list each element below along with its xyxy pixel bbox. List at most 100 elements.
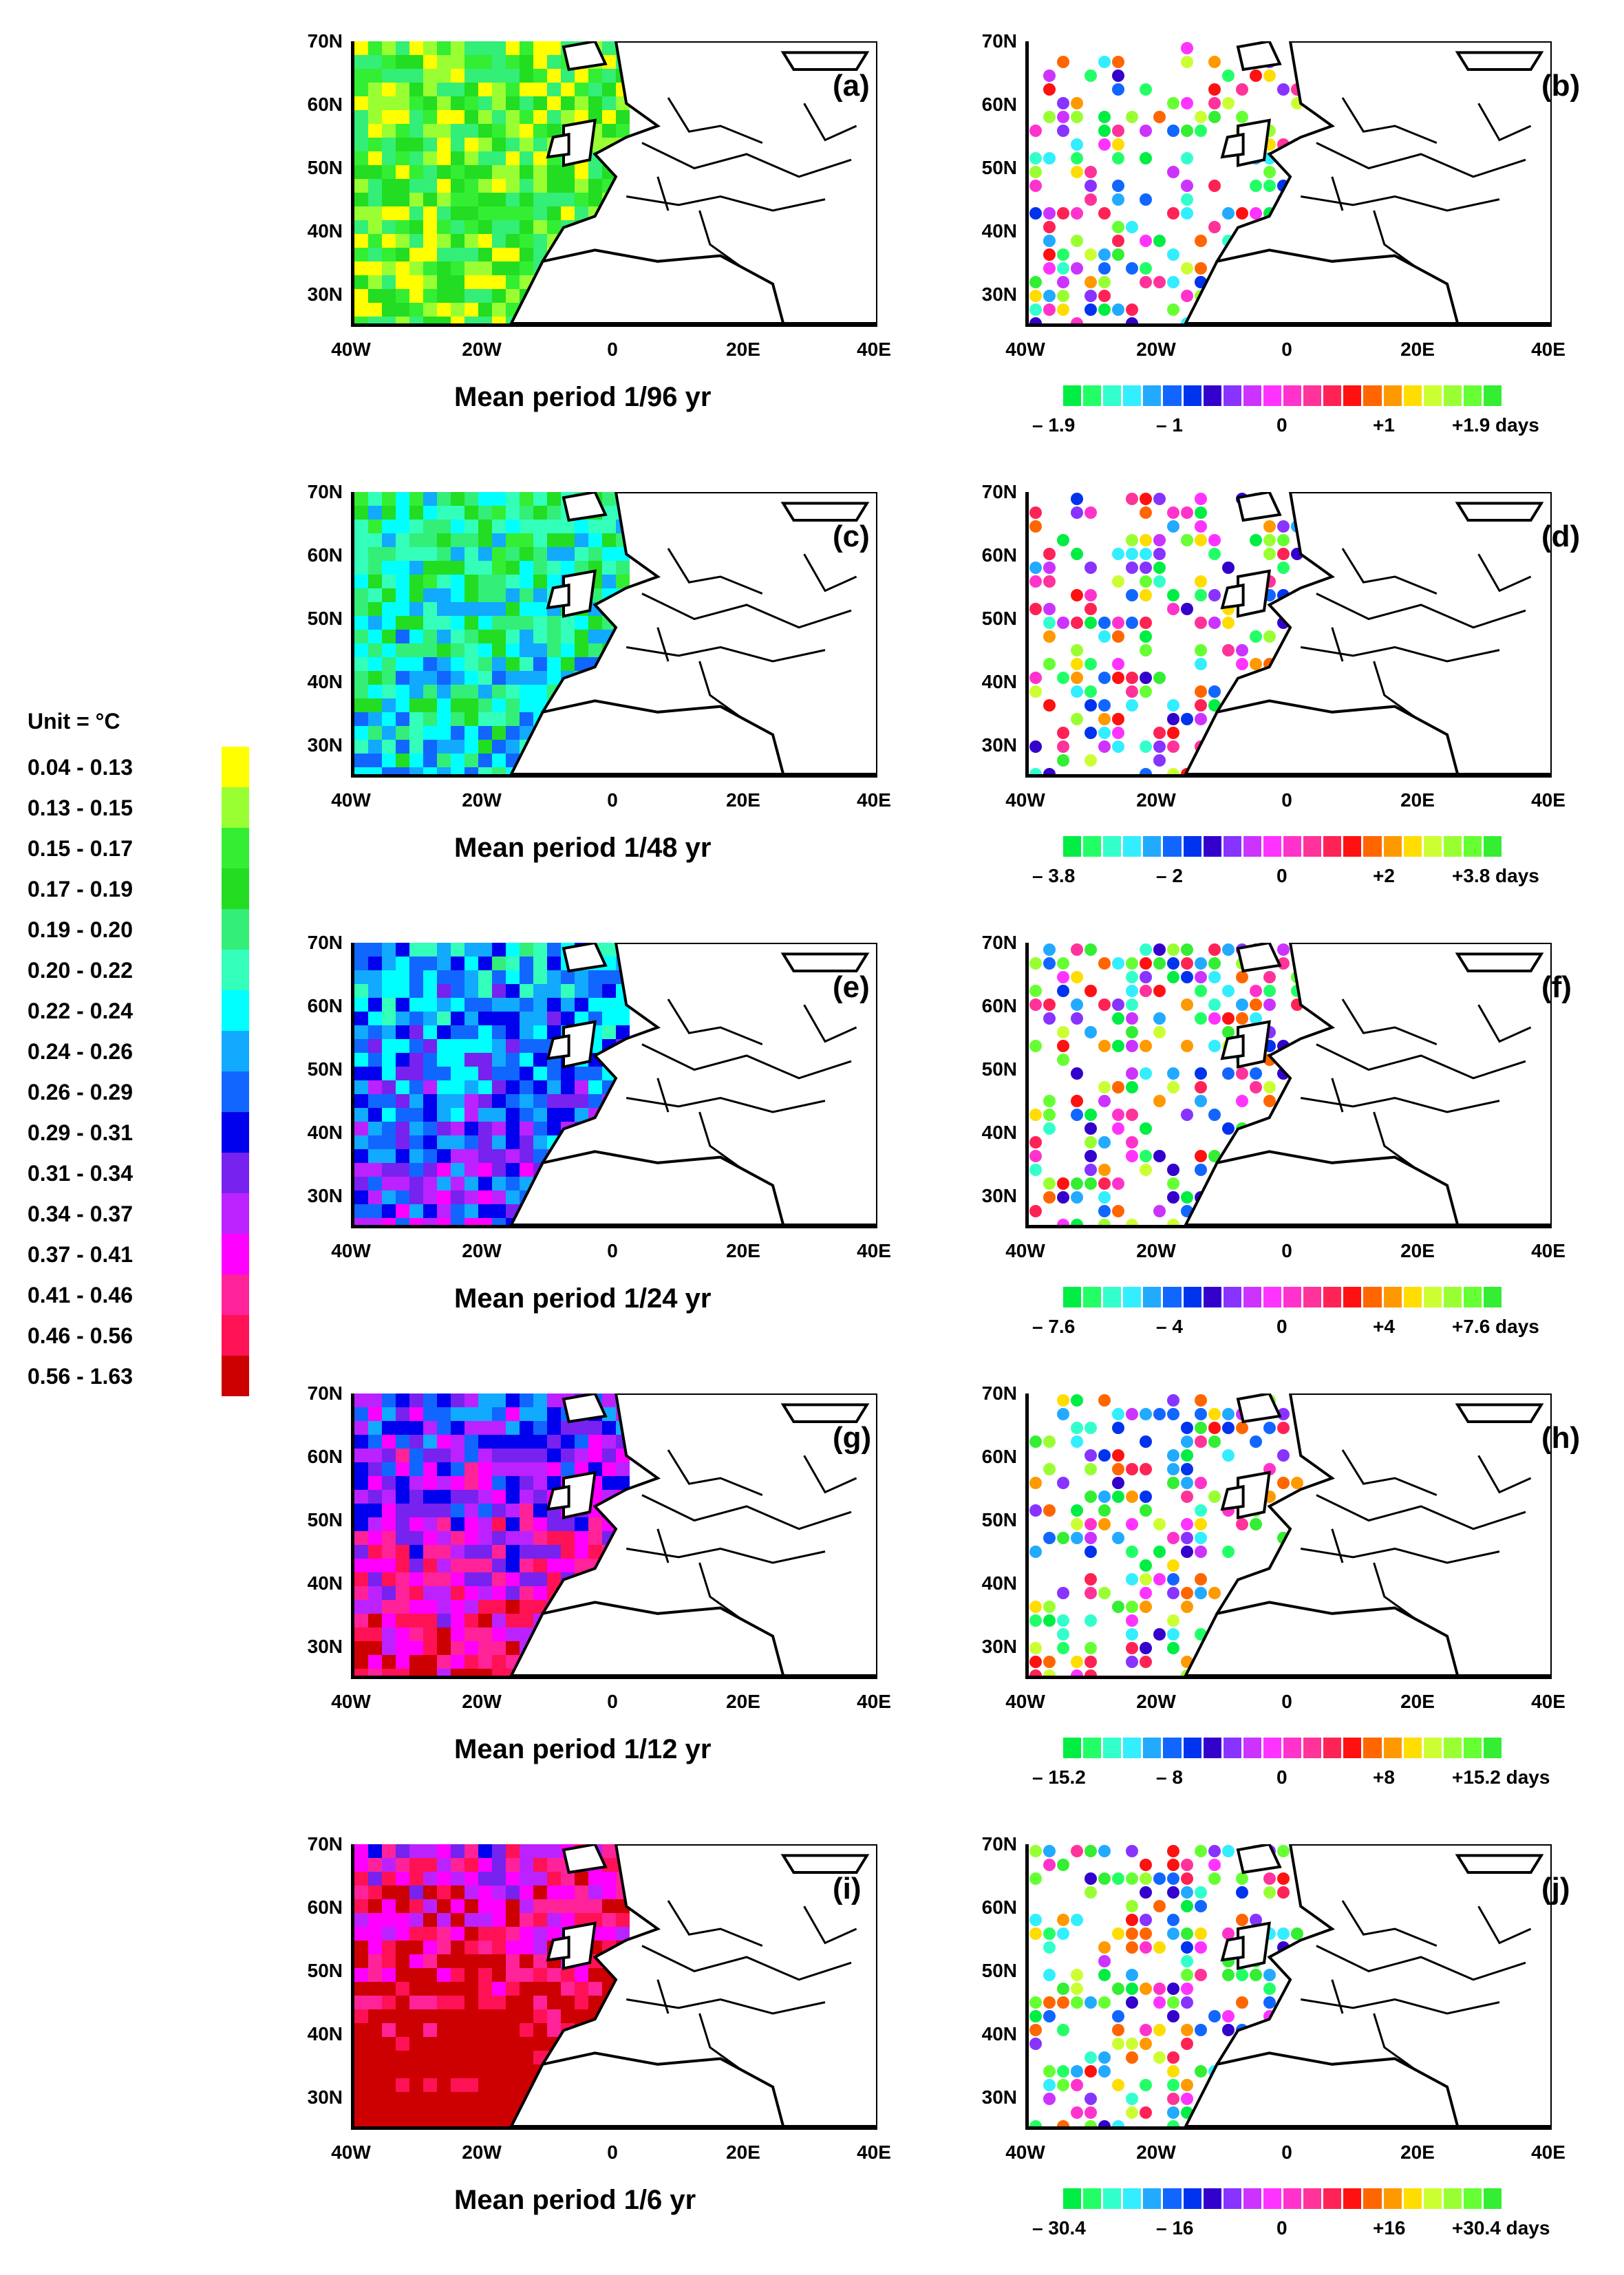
phase-cell (1112, 672, 1124, 684)
amplitude-cell (423, 303, 437, 317)
amplitude-cell (354, 1039, 368, 1053)
phase-cell (1222, 207, 1235, 220)
colorbar-cell (1443, 836, 1462, 857)
amplitude-cell (492, 248, 506, 261)
colorbar-cell (1103, 1738, 1122, 1758)
land-mass (546, 1034, 570, 1060)
amplitude-cell (464, 1655, 478, 1669)
phase-cell (1029, 1601, 1042, 1613)
amplitude-cell (602, 520, 616, 533)
phase-cell (1236, 1518, 1248, 1530)
latitude-tick-label: 40N (307, 220, 343, 242)
amplitude-cell (423, 1421, 437, 1435)
phase-cell (1071, 1845, 1083, 1857)
phase-cell (1167, 713, 1179, 725)
amplitude-cell (396, 1927, 409, 1941)
phase-cell (1153, 2024, 1166, 2036)
amplitude-cell (354, 83, 368, 96)
amplitude-cell (533, 193, 547, 206)
phase-cell (1167, 1164, 1179, 1176)
amplitude-cell (575, 1517, 588, 1531)
phase-cell (1140, 1656, 1152, 1668)
amplitude-cell (520, 1872, 533, 1886)
amplitude-cell (409, 2023, 423, 2037)
amplitude-cell (423, 943, 437, 957)
phase-cell (1071, 943, 1083, 956)
amplitude-cell (382, 2023, 396, 2037)
phase-cell (1167, 1614, 1179, 1627)
amplitude-cell (520, 630, 533, 643)
colorbar-tick-label: – 3.8 (1032, 865, 1076, 886)
amplitude-cell (409, 1844, 423, 1858)
amplitude-cell (354, 1858, 368, 1872)
latitude-tick-label: 40N (307, 2023, 343, 2044)
amplitude-cell (437, 1872, 451, 1886)
amplitude-cell (451, 1476, 464, 1490)
amplitude-cell (423, 234, 437, 248)
phase-cell (1181, 506, 1193, 519)
country-border (803, 1004, 857, 1043)
amplitude-cell (506, 547, 520, 561)
land-mass (1184, 1150, 1460, 1225)
amplitude-cell (506, 1149, 520, 1163)
phase-cell (1140, 548, 1152, 560)
phase-cell (1126, 111, 1138, 123)
phase-cell (1181, 998, 1193, 1011)
amplitude-cell (409, 1108, 423, 1122)
phase-cell (1263, 998, 1276, 1011)
amplitude-cell (533, 96, 547, 110)
amplitude-cell (368, 1954, 382, 1968)
amplitude-cell (396, 1053, 409, 1067)
amplitude-cell (464, 124, 478, 138)
amplitude-cell (368, 712, 382, 726)
legend-swatch (222, 1274, 249, 1315)
amplitude-cell (561, 1886, 575, 1899)
phase-cell (1140, 1504, 1152, 1517)
phase-cell (1263, 1095, 1276, 1107)
phase-cell (1126, 1969, 1138, 1981)
amplitude-cell (382, 712, 396, 726)
legend-range-label: 0.04 - 0.13 (28, 755, 133, 780)
amplitude-cell (464, 1462, 478, 1476)
colorbar-cell (1063, 1287, 1082, 1307)
phase-cell (1195, 1067, 1207, 1080)
amplitude-cell (506, 1572, 520, 1586)
colorbar-cell (1483, 1287, 1502, 1307)
phase-cell (1167, 506, 1179, 519)
amplitude-cell (533, 657, 547, 671)
amplitude-cell (437, 1517, 451, 1531)
amplitude-cell (588, 1067, 602, 1080)
amplitude-cell (451, 1872, 464, 1886)
phase-cell (1126, 1642, 1138, 1654)
latitude-tick-label: 50N (981, 608, 1017, 629)
amplitude-cell (561, 657, 575, 671)
amplitude-cell (382, 1504, 396, 1517)
phase-cell (1250, 534, 1262, 546)
amplitude-cell (437, 588, 451, 602)
phase-cell (1057, 1614, 1069, 1627)
amplitude-cell (492, 1435, 506, 1449)
amplitude-cell (561, 1913, 575, 1927)
phase-cell (1098, 2065, 1111, 2078)
amplitude-cell (561, 83, 575, 96)
amplitude-cell (368, 206, 382, 220)
amplitude-cell (368, 96, 382, 110)
amplitude-cell (423, 2078, 437, 2092)
longitude-tick-label: 0 (607, 2142, 618, 2163)
latitude-tick-label: 30N (307, 734, 343, 756)
amplitude-cell (547, 547, 561, 561)
amplitude-cell (520, 69, 533, 83)
amplitude-cell (354, 1190, 368, 1204)
amplitude-cell (533, 533, 547, 547)
amplitude-cell (520, 957, 533, 970)
amplitude-cell (423, 957, 437, 970)
amplitude-cell (437, 1476, 451, 1490)
amplitude-cell (368, 1844, 382, 1858)
latitude-tick-label: 40N (307, 1572, 343, 1594)
amplitude-cell (520, 1572, 533, 1586)
latitude-tick-label: 40N (981, 1572, 1017, 1594)
amplitude-cell (368, 1996, 382, 2009)
amplitude-cell (478, 275, 492, 289)
country-border (1477, 553, 1532, 592)
amplitude-cell (464, 1968, 478, 1982)
